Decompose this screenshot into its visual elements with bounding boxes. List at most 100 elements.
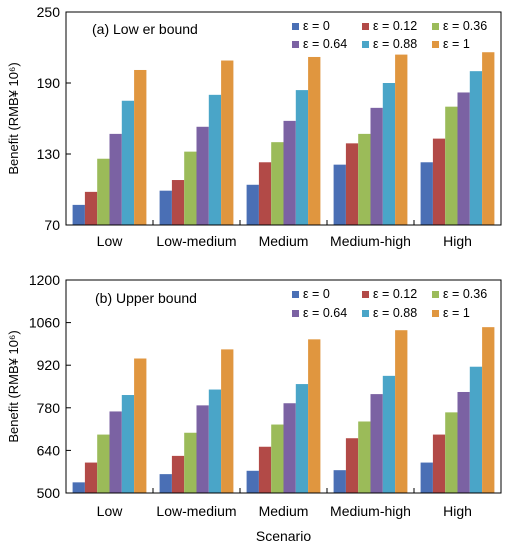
- legend-swatch: [292, 310, 299, 317]
- plot-frame: [65, 279, 502, 494]
- bar-lower-c1-s4: [208, 94, 222, 225]
- bar-upper-c1-s4: [208, 389, 222, 493]
- bar-lower-c3-s3: [370, 107, 383, 225]
- x-axis-label: Scenario: [256, 528, 311, 544]
- legend-label: ε = 0.88: [373, 37, 417, 51]
- bar-upper-c3-s5: [395, 330, 408, 493]
- bar-lower-c1-s2: [184, 151, 197, 225]
- y-tick-label: 70: [44, 217, 60, 233]
- bar-lower-c2-s4: [295, 90, 309, 225]
- y-tick-label: 1060: [29, 315, 60, 331]
- y-tick-label: 190: [37, 75, 61, 91]
- bar-lower-c4-s2: [445, 106, 458, 225]
- legend-swatch: [362, 291, 369, 298]
- bar-lower-c3-s4: [382, 83, 396, 225]
- bar-upper-c2-s0: [246, 470, 259, 493]
- legend-swatch: [432, 41, 439, 48]
- x-category-label: High: [443, 233, 472, 249]
- legend-label: ε = 0.64: [303, 37, 347, 51]
- x-category-label: High: [443, 503, 472, 519]
- bar-upper-c1-s3: [196, 405, 209, 493]
- bar-lower-c4-s1: [432, 138, 446, 225]
- bar-lower-c4-s3: [457, 92, 470, 225]
- bar-lower-c1-s5: [221, 60, 234, 225]
- plot-frame: [65, 11, 502, 226]
- bar-lower-c3-s0: [333, 164, 346, 225]
- bar-lower-c2-s1: [258, 162, 272, 225]
- bar-upper-c0-s4: [121, 395, 135, 493]
- bar-upper-c0-s5: [134, 358, 147, 493]
- bar-lower-c2-s2: [271, 142, 284, 225]
- legend-label: ε = 0.12: [373, 19, 417, 33]
- legend-swatch: [432, 23, 439, 30]
- bar-upper-c3-s3: [370, 394, 383, 493]
- x-category-label: Medium: [259, 503, 309, 519]
- legend-label: ε = 1: [443, 306, 470, 320]
- bar-upper-c1-s1: [171, 455, 185, 493]
- legend-swatch: [432, 291, 439, 298]
- y-axis-label: Benefit (RMB¥ 10⁶): [6, 330, 21, 442]
- bars: [72, 52, 495, 226]
- x-category-label: Low: [97, 503, 124, 519]
- y-tick-label: 500: [37, 485, 61, 501]
- bar-lower-c0-s2: [97, 158, 110, 225]
- bar-upper-c2-s3: [283, 403, 296, 493]
- bar-upper-c0-s3: [109, 411, 122, 493]
- bar-upper-c4-s2: [445, 412, 458, 493]
- y-tick-label: 130: [37, 146, 61, 162]
- legend: ε = 0 ε = 0.12 ε = 0.36 ε = 0.64 ε = 0.88 ε =…: [292, 19, 487, 51]
- chart-panel-upper-bound: 500 640 780 920 1060 1200 Low Low-medium Medium M…: [6, 272, 502, 544]
- y-tick-label: 640: [37, 442, 61, 458]
- bar-lower-c3-s2: [358, 133, 371, 225]
- bar-upper-c3-s0: [333, 470, 346, 493]
- y-tick-label: 1200: [29, 272, 60, 288]
- bar-lower-c0-s5: [134, 69, 147, 225]
- y-tick-label: 780: [37, 400, 61, 416]
- x-category-label: Medium-high: [330, 233, 411, 249]
- bar-upper-c4-s3: [457, 391, 470, 493]
- legend-swatch: [432, 310, 439, 317]
- legend-label: ε = 0.36: [443, 287, 487, 301]
- bars: [72, 327, 495, 493]
- bar-lower-c0-s4: [121, 100, 135, 225]
- x-category-label: Low-medium: [156, 233, 236, 249]
- legend-swatch: [292, 41, 299, 48]
- bar-upper-c2-s5: [308, 339, 321, 493]
- bar-lower-c0-s1: [84, 191, 98, 225]
- legend-label: ε = 0.36: [443, 19, 487, 33]
- bar-upper-c4-s1: [432, 434, 446, 493]
- legend-swatch: [292, 23, 299, 30]
- y-axis-label: Benefit (RMB¥ 10⁶): [6, 62, 21, 174]
- bar-upper-c2-s2: [271, 424, 284, 493]
- legend-label: ε = 0.12: [373, 287, 417, 301]
- bar-lower-c3-s5: [395, 54, 408, 225]
- bar-lower-c0-s3: [109, 133, 122, 225]
- legend-label: ε = 0: [303, 19, 330, 33]
- legend-label: ε = 0: [303, 287, 330, 301]
- legend-swatch: [292, 291, 299, 298]
- legend-swatch: [362, 310, 369, 317]
- y-tick-label: 250: [37, 4, 61, 20]
- legend: ε = 0 ε = 0.12 ε = 0.36 ε = 0.64 ε = 0.88 ε =…: [292, 287, 487, 320]
- legend-label: ε = 0.64: [303, 306, 347, 320]
- legend-label: ε = 0.88: [373, 306, 417, 320]
- bar-upper-c0-s0: [72, 482, 85, 493]
- bar-upper-c0-s2: [97, 434, 110, 493]
- bar-upper-c4-s4: [469, 366, 483, 493]
- bar-lower-c3-s1: [345, 143, 359, 225]
- bar-lower-c2-s3: [283, 120, 296, 225]
- bar-lower-c1-s0: [159, 190, 172, 225]
- bar-upper-c1-s2: [184, 432, 197, 493]
- bar-upper-c3-s2: [358, 421, 371, 493]
- bar-upper-c2-s1: [258, 446, 272, 493]
- legend-swatch: [362, 23, 369, 30]
- bar-lower-c4-s5: [482, 52, 495, 226]
- bar-upper-c1-s0: [159, 474, 172, 493]
- y-tick-label: 920: [37, 357, 61, 373]
- bar-upper-c0-s1: [84, 462, 98, 493]
- x-category-label: Medium: [259, 233, 309, 249]
- legend-label: ε = 1: [443, 37, 470, 51]
- bar-lower-c1-s3: [196, 126, 209, 225]
- chart-panel-lower-bound: 70 130 190 250 Low Low-medium Medium Medium-hig…: [6, 4, 502, 249]
